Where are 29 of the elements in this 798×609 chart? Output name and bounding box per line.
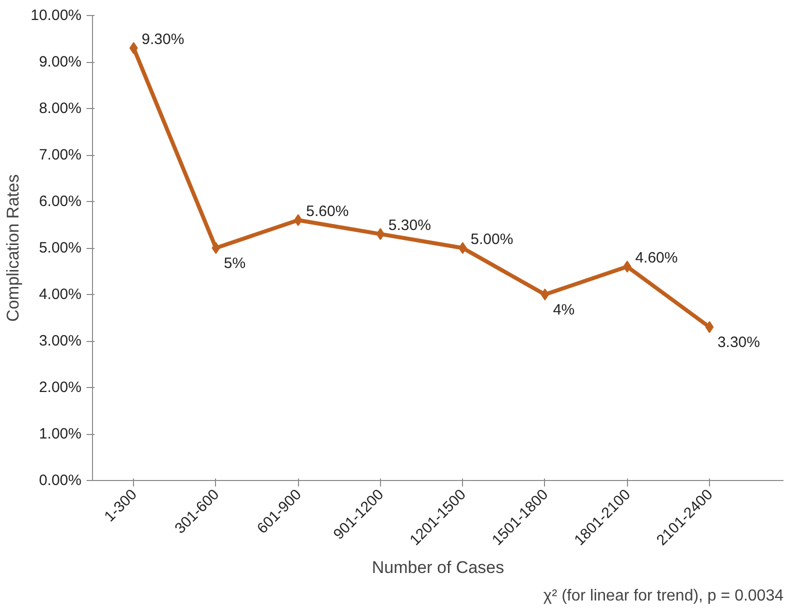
data-label: 5% bbox=[224, 255, 246, 272]
point bbox=[540, 288, 550, 300]
data-label: 5.00% bbox=[470, 231, 514, 248]
x-axis-title: Number of Cases bbox=[372, 558, 504, 577]
y-tick-label: 5.00% bbox=[38, 240, 82, 256]
data-label: 3.30% bbox=[717, 334, 760, 352]
y-tick-label: 7.00% bbox=[38, 146, 82, 164]
y-tick-label: 0.00% bbox=[38, 472, 82, 489]
point bbox=[705, 321, 714, 334]
y-tick-label: 3.00% bbox=[38, 332, 82, 350]
data-label: 9.30% bbox=[142, 31, 184, 48]
point bbox=[129, 42, 138, 54]
point bbox=[212, 242, 220, 254]
y-tick-label: 1.00% bbox=[38, 426, 82, 442]
text: χ² (for linear for trend), p = 0.0034 bbox=[543, 588, 784, 604]
point bbox=[458, 242, 467, 254]
y-tick-label: 2.00% bbox=[38, 379, 82, 396]
data-label: 5.60% bbox=[306, 203, 349, 220]
y-axis-title: Complication Rates bbox=[4, 174, 23, 322]
y-tick-label: 9.00% bbox=[38, 54, 82, 70]
data-label: 4.60% bbox=[635, 250, 678, 267]
data-label: 4% bbox=[552, 302, 575, 318]
y-tick-label: 8.00% bbox=[38, 100, 82, 117]
point bbox=[376, 228, 385, 240]
point bbox=[294, 214, 302, 226]
y-tick-label: 4.00% bbox=[38, 286, 82, 303]
data-label: 5.30% bbox=[388, 217, 431, 234]
y-tick-label: 10.00% bbox=[30, 7, 82, 24]
y-tick-label: 6.00% bbox=[38, 193, 82, 210]
